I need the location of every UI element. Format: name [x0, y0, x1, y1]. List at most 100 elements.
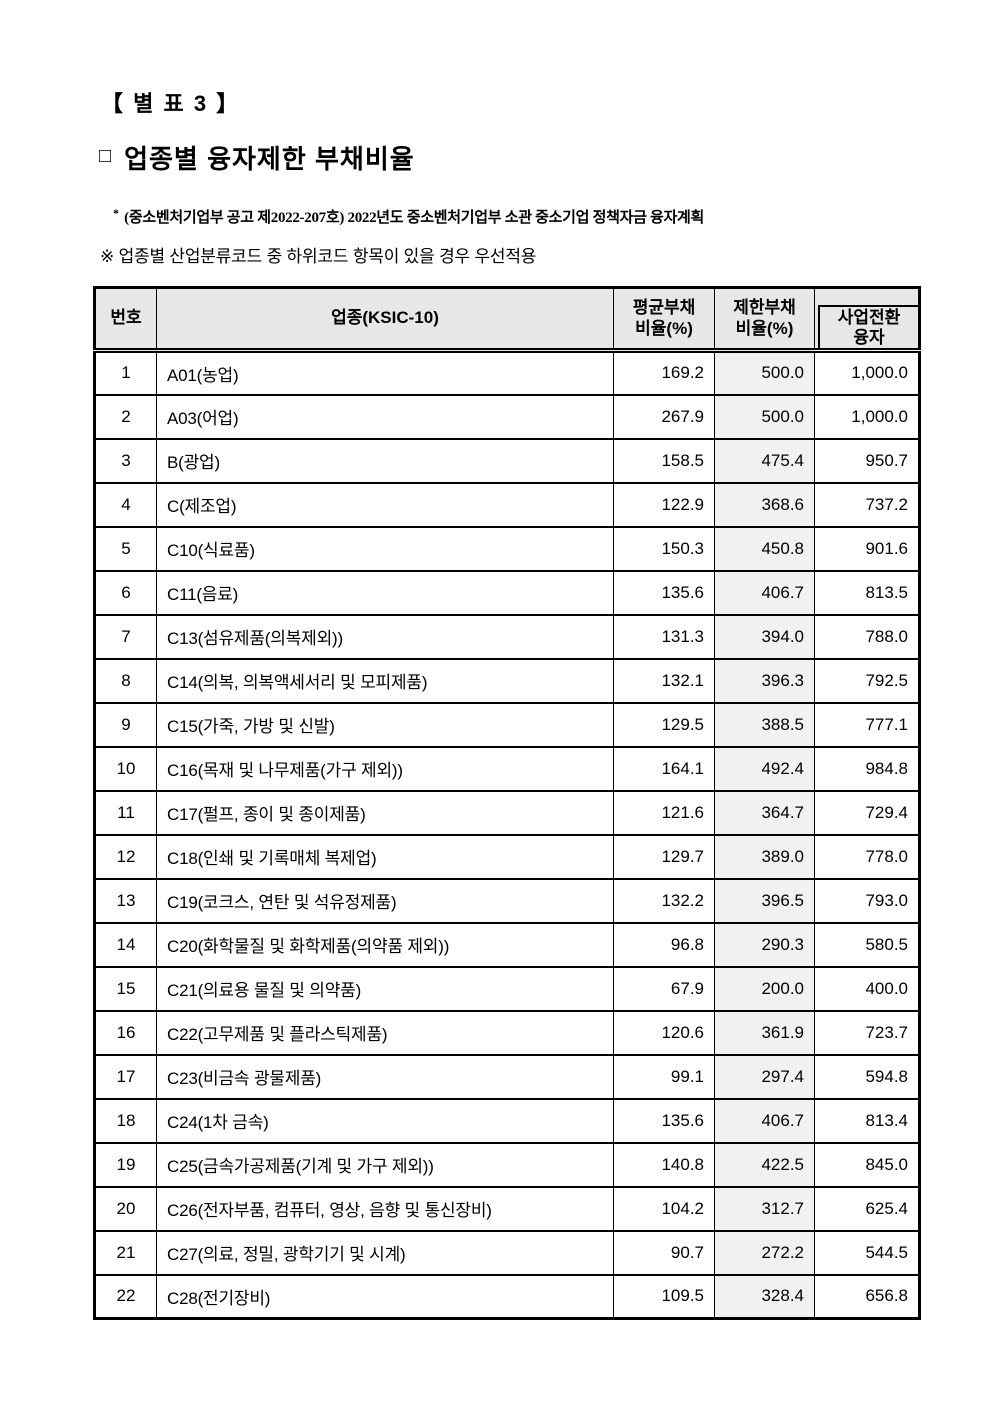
- appendix-label: 【 별 표 3 】: [101, 91, 241, 116]
- industry-cell: C14(의복, 의복액세서리 및 모피제품): [156, 657, 614, 704]
- business-conversion-loan-cell: 1,000.0: [814, 393, 920, 440]
- table-header-row: 번호 업종(KSIC-10) 평균부채 비율(%) 제한부채 비율(%) 사업전…: [94, 286, 920, 353]
- row-number-cell: 6: [94, 569, 157, 616]
- source-note: * (중소벤처기업부 공고 제2022-207호) 2022년도 중소벤처기업부…: [113, 206, 918, 227]
- limit-debt-ratio-cell: 389.0: [714, 833, 815, 880]
- avg-debt-ratio-cell: 96.8: [613, 921, 715, 968]
- header-avg-debt-label: 평균부채 비율(%): [632, 298, 696, 338]
- limit-debt-ratio-cell: 297.4: [714, 1053, 815, 1100]
- avg-debt-ratio-cell: 109.5: [613, 1273, 715, 1320]
- industry-cell: C19(코크스, 연탄 및 석유정제품): [156, 877, 614, 924]
- industry-cell: C24(1차 금속): [156, 1097, 614, 1144]
- industry-cell: B(광업): [156, 437, 614, 484]
- industry-cell: C27(의료, 정밀, 광학기기 및 시계): [156, 1229, 614, 1276]
- business-conversion-loan-cell: 580.5: [814, 921, 920, 968]
- limit-debt-ratio-cell: 328.4: [714, 1273, 815, 1320]
- row-number-cell: 2: [94, 393, 157, 440]
- table-row: 13 C19(코크스, 연탄 및 석유정제품) 132.2 396.5 793.…: [94, 877, 920, 924]
- row-number-cell: 16: [94, 1009, 157, 1056]
- business-conversion-loan-cell: 400.0: [814, 965, 920, 1012]
- industry-cell: C25(금속가공제품(기계 및 가구 제외)): [156, 1141, 614, 1188]
- row-number-cell: 7: [94, 613, 157, 660]
- table-row: 14 C20(화학물질 및 화학제품(의약품 제외)) 96.8 290.3 5…: [94, 921, 920, 968]
- industry-cell: C21(의료용 물질 및 의약품): [156, 965, 614, 1012]
- table-row: 16 C22(고무제품 및 플라스틱제품) 120.6 361.9 723.7: [94, 1009, 920, 1056]
- avg-debt-ratio-cell: 131.3: [613, 613, 715, 660]
- avg-debt-ratio-cell: 104.2: [613, 1185, 715, 1232]
- page-title: □ 업종별 융자제한 부채비율: [99, 139, 918, 176]
- row-number-cell: 12: [94, 833, 157, 880]
- industry-cell: C11(음료): [156, 569, 614, 616]
- limit-debt-ratio-cell: 200.0: [714, 965, 815, 1012]
- table-row: 6 C11(음료) 135.6 406.7 813.5: [94, 569, 920, 616]
- limit-debt-ratio-cell: 368.6: [714, 481, 815, 528]
- header-limit-debt-label: 제한부채 비율(%): [733, 298, 796, 338]
- table-row: 11 C17(펄프, 종이 및 종이제품) 121.6 364.7 729.4: [94, 789, 920, 836]
- limit-debt-ratio-cell: 290.3: [714, 921, 815, 968]
- table-row: 17 C23(비금속 광물제품) 99.1 297.4 594.8: [94, 1053, 920, 1100]
- avg-debt-ratio-cell: 132.2: [613, 877, 715, 924]
- business-conversion-loan-cell: 845.0: [814, 1141, 920, 1188]
- table-row: 3 B(광업) 158.5 475.4 950.7: [94, 437, 920, 484]
- table-row: 9 C15(가죽, 가방 및 신발) 129.5 388.5 777.1: [94, 701, 920, 748]
- row-number-cell: 18: [94, 1097, 157, 1144]
- debt-ratio-table: 번호 업종(KSIC-10) 평균부채 비율(%) 제한부채 비율(%) 사업전…: [93, 286, 921, 1320]
- table-row: 22 C28(전기장비) 109.5 328.4 656.8: [94, 1273, 920, 1320]
- row-number-cell: 22: [94, 1273, 157, 1320]
- limit-debt-ratio-cell: 475.4: [714, 437, 815, 484]
- limit-debt-ratio-cell: 500.0: [714, 393, 815, 440]
- business-conversion-loan-cell: 788.0: [814, 613, 920, 660]
- industry-cell: A03(어업): [156, 393, 614, 440]
- avg-debt-ratio-cell: 121.6: [613, 789, 715, 836]
- limit-debt-ratio-cell: 492.4: [714, 745, 815, 792]
- business-conversion-loan-cell: 793.0: [814, 877, 920, 924]
- limit-debt-ratio-cell: 272.2: [714, 1229, 815, 1276]
- row-number-cell: 15: [94, 965, 157, 1012]
- limit-debt-ratio-cell: 500.0: [714, 349, 815, 396]
- row-number-cell: 17: [94, 1053, 157, 1100]
- business-conversion-loan-cell: 901.6: [814, 525, 920, 572]
- avg-debt-ratio-cell: 132.1: [613, 657, 715, 704]
- business-conversion-loan-cell: 729.4: [814, 789, 920, 836]
- row-number-cell: 19: [94, 1141, 157, 1188]
- limit-debt-ratio-cell: 396.3: [714, 657, 815, 704]
- table-row: 8 C14(의복, 의복액세서리 및 모피제품) 132.1 396.3 792…: [94, 657, 920, 704]
- business-conversion-loan-cell: 792.5: [814, 657, 920, 704]
- header-no-label: 번호: [110, 308, 142, 328]
- industry-cell: C28(전기장비): [156, 1273, 614, 1320]
- business-conversion-loan-cell: 813.4: [814, 1097, 920, 1144]
- table-row: 1 A01(농업) 169.2 500.0 1,000.0: [94, 349, 920, 396]
- table-body: 1 A01(농업) 169.2 500.0 1,000.0 2 A03(어업) …: [94, 349, 920, 1320]
- limit-debt-ratio-cell: 394.0: [714, 613, 815, 660]
- row-number-cell: 11: [94, 789, 157, 836]
- industry-cell: C22(고무제품 및 플라스틱제품): [156, 1009, 614, 1056]
- avg-debt-ratio-cell: 135.6: [613, 1097, 715, 1144]
- industry-cell: C20(화학물질 및 화학제품(의약품 제외)): [156, 921, 614, 968]
- avg-debt-ratio-cell: 90.7: [613, 1229, 715, 1276]
- limit-debt-ratio-cell: 406.7: [714, 1097, 815, 1144]
- header-limit-debt: 제한부채 비율(%): [714, 286, 815, 353]
- avg-debt-ratio-cell: 158.5: [613, 437, 715, 484]
- avg-debt-ratio-cell: 129.7: [613, 833, 715, 880]
- business-conversion-loan-cell: 723.7: [814, 1009, 920, 1056]
- row-number-cell: 21: [94, 1229, 157, 1276]
- row-number-cell: 20: [94, 1185, 157, 1232]
- header-industry: 업종(KSIC-10): [156, 286, 614, 353]
- industry-cell: C26(전자부품, 컴퓨터, 영상, 음향 및 통신장비): [156, 1185, 614, 1232]
- business-conversion-header-box: 사업전환 융자: [818, 305, 918, 348]
- business-conversion-loan-cell: 778.0: [814, 833, 920, 880]
- row-number-cell: 14: [94, 921, 157, 968]
- avg-debt-ratio-cell: 164.1: [613, 745, 715, 792]
- page-title-text: 업종별 융자제한 부채비율: [124, 144, 415, 174]
- industry-cell: C13(섬유제품(의복제외)): [156, 613, 614, 660]
- table-row: 18 C24(1차 금속) 135.6 406.7 813.4: [94, 1097, 920, 1144]
- header-business-conversion-label: 사업전환 융자: [837, 307, 901, 347]
- industry-cell: C23(비금속 광물제품): [156, 1053, 614, 1100]
- limit-debt-ratio-cell: 422.5: [714, 1141, 815, 1188]
- avg-debt-ratio-cell: 135.6: [613, 569, 715, 616]
- row-number-cell: 5: [94, 525, 157, 572]
- row-number-cell: 9: [94, 701, 157, 748]
- document-page: 【 별 표 3 】 □ 업종별 융자제한 부채비율 * (중소벤처기업부 공고 …: [93, 91, 921, 1320]
- limit-debt-ratio-cell: 312.7: [714, 1185, 815, 1232]
- business-conversion-loan-cell: 950.7: [814, 437, 920, 484]
